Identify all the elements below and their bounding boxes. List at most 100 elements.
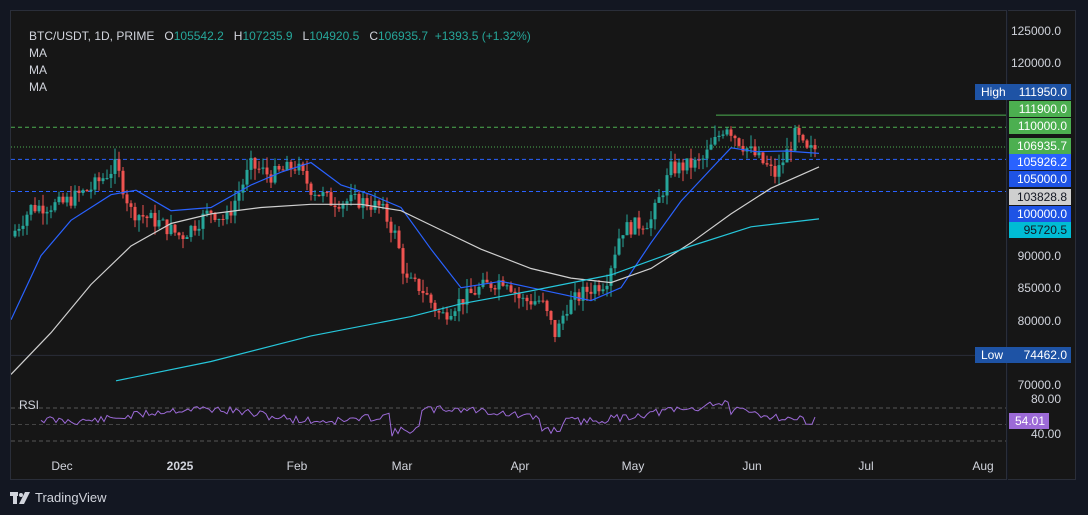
candle-body bbox=[221, 218, 225, 220]
candle-body bbox=[757, 152, 761, 156]
candle-body bbox=[229, 211, 233, 216]
candle-body bbox=[45, 211, 49, 214]
candle-body bbox=[213, 212, 217, 220]
candle-body bbox=[793, 128, 797, 151]
level-100000-tag: 100000.0 bbox=[1009, 206, 1071, 222]
candle-body bbox=[141, 215, 145, 217]
candle-body bbox=[453, 311, 457, 317]
candle-body bbox=[69, 196, 73, 206]
candle-body bbox=[441, 312, 445, 314]
time-tick: Dec bbox=[51, 459, 73, 473]
candle-body bbox=[189, 225, 193, 238]
price-axis[interactable]: 125000.0 120000.0 90000.0 85000.0 80000.… bbox=[1008, 10, 1076, 480]
candle-body bbox=[257, 168, 261, 170]
price-tick: 80000.0 bbox=[1017, 314, 1061, 328]
time-tick: Apr bbox=[510, 459, 530, 473]
candle-body bbox=[61, 196, 65, 203]
candle-body bbox=[797, 128, 801, 135]
candle-body bbox=[713, 136, 717, 145]
legend-open-value: 105542.2 bbox=[173, 29, 224, 43]
candle-body bbox=[549, 311, 553, 320]
candle-body bbox=[37, 205, 41, 212]
candle-body bbox=[469, 288, 473, 294]
candle-body bbox=[161, 219, 165, 221]
legend-low-label: L bbox=[302, 29, 310, 43]
candle-body bbox=[21, 225, 25, 229]
candle-body bbox=[485, 279, 489, 283]
candle-body bbox=[445, 312, 449, 320]
candle-body bbox=[573, 292, 577, 300]
candle-body bbox=[197, 228, 201, 231]
candle-body bbox=[173, 224, 177, 233]
time-tick: Jul bbox=[858, 459, 874, 473]
price-tick: 90000.0 bbox=[1017, 249, 1061, 263]
candle-body bbox=[313, 194, 317, 196]
candle-body bbox=[749, 146, 753, 149]
candle-body bbox=[13, 230, 17, 237]
legend-symbol: BTC/USDT, 1D, PRIME bbox=[29, 29, 155, 43]
candle-body bbox=[457, 299, 461, 312]
legend-close-label: C bbox=[369, 29, 378, 43]
candle-body bbox=[237, 192, 241, 201]
price-chart[interactable] bbox=[11, 11, 1007, 480]
candle-body bbox=[409, 277, 413, 279]
candle-body bbox=[477, 286, 481, 295]
candle-body bbox=[417, 278, 421, 291]
candle-body bbox=[305, 170, 309, 184]
legend-ma-3[interactable]: MA bbox=[29, 80, 47, 94]
candle-body bbox=[705, 149, 709, 159]
candle-body bbox=[17, 228, 21, 231]
candle-body bbox=[345, 201, 349, 204]
candle-body bbox=[753, 146, 757, 156]
candle-body bbox=[657, 197, 661, 203]
candle-body bbox=[289, 161, 293, 170]
ma-mid-tag: 103828.8 bbox=[1009, 189, 1071, 205]
candle-body bbox=[661, 195, 665, 198]
candle-body bbox=[641, 228, 645, 230]
candle-body bbox=[437, 311, 441, 313]
candle-body bbox=[501, 280, 505, 286]
level-105000-tag: 105000.0 bbox=[1009, 171, 1071, 187]
chart-area[interactable]: BTC/USDT, 1D, PRIME O105542.2 H107235.9 … bbox=[10, 10, 1007, 480]
tradingview-logo-icon bbox=[10, 491, 30, 504]
candle-body bbox=[349, 194, 353, 202]
candle-body bbox=[93, 177, 97, 190]
candle-body bbox=[505, 285, 509, 287]
last-price-tag: 106935.7 bbox=[1009, 138, 1071, 154]
candle-body bbox=[105, 178, 109, 180]
candle-body bbox=[805, 140, 809, 148]
candle-body bbox=[649, 219, 653, 229]
candle-body bbox=[645, 228, 649, 230]
ma-fast-line bbox=[11, 147, 820, 321]
candle-body bbox=[493, 287, 497, 290]
candle-body bbox=[433, 302, 437, 312]
legend-ma-1[interactable]: MA bbox=[29, 46, 47, 60]
candle-body bbox=[653, 202, 657, 220]
candle-body bbox=[725, 129, 729, 135]
candle-body bbox=[397, 230, 401, 249]
candle-body bbox=[737, 138, 741, 146]
rsi-value-tag: 54.01 bbox=[1009, 413, 1049, 429]
candle-body bbox=[29, 204, 33, 215]
candle-body bbox=[553, 319, 557, 337]
candle-body bbox=[633, 217, 637, 235]
candle-body bbox=[673, 161, 677, 174]
price-tick: 85000.0 bbox=[1017, 281, 1061, 295]
tradingview-brand[interactable]: TradingView bbox=[10, 490, 107, 505]
rsi-line bbox=[40, 399, 816, 437]
legend-high-value: 107235.9 bbox=[242, 29, 293, 43]
candle-body bbox=[325, 192, 329, 194]
candle-body bbox=[177, 232, 181, 236]
candle-body bbox=[233, 200, 237, 216]
legend-ma-2[interactable]: MA bbox=[29, 63, 47, 77]
candle-body bbox=[625, 222, 629, 236]
candle-body bbox=[521, 297, 525, 299]
candle-body bbox=[569, 299, 573, 314]
candle-body bbox=[733, 135, 737, 139]
candle-body bbox=[153, 212, 157, 227]
candle-body bbox=[425, 293, 429, 295]
candle-body bbox=[377, 200, 381, 206]
candle-body bbox=[529, 301, 533, 305]
candle-body bbox=[101, 178, 105, 182]
candle-body bbox=[809, 145, 813, 148]
